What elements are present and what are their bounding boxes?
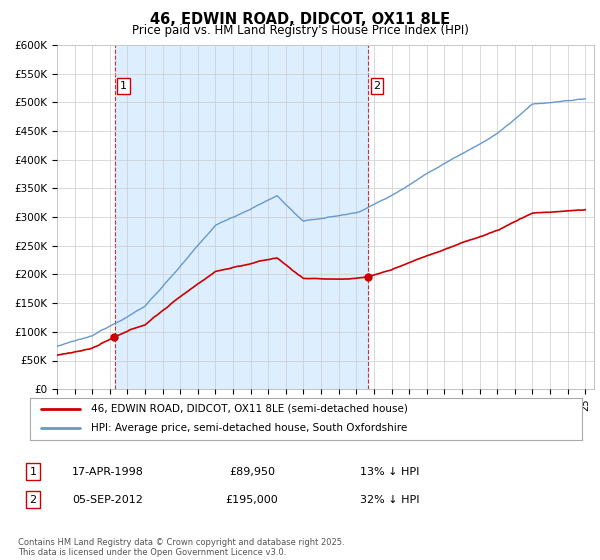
Text: 32% ↓ HPI: 32% ↓ HPI — [360, 494, 420, 505]
Text: £89,950: £89,950 — [229, 466, 275, 477]
Text: Contains HM Land Registry data © Crown copyright and database right 2025.
This d: Contains HM Land Registry data © Crown c… — [18, 538, 344, 557]
Text: 46, EDWIN ROAD, DIDCOT, OX11 8LE (semi-detached house): 46, EDWIN ROAD, DIDCOT, OX11 8LE (semi-d… — [91, 404, 407, 414]
Text: 46, EDWIN ROAD, DIDCOT, OX11 8LE: 46, EDWIN ROAD, DIDCOT, OX11 8LE — [150, 12, 450, 27]
Bar — [115, 45, 368, 389]
Text: 1: 1 — [120, 81, 127, 91]
Text: Price paid vs. HM Land Registry's House Price Index (HPI): Price paid vs. HM Land Registry's House … — [131, 24, 469, 36]
Text: 1: 1 — [29, 466, 37, 477]
Text: 17-APR-1998: 17-APR-1998 — [72, 466, 144, 477]
Text: £195,000: £195,000 — [226, 494, 278, 505]
Text: 13% ↓ HPI: 13% ↓ HPI — [361, 466, 419, 477]
Text: HPI: Average price, semi-detached house, South Oxfordshire: HPI: Average price, semi-detached house,… — [91, 423, 407, 433]
Text: 05-SEP-2012: 05-SEP-2012 — [73, 494, 143, 505]
Text: 2: 2 — [29, 494, 37, 505]
Text: 2: 2 — [373, 81, 380, 91]
